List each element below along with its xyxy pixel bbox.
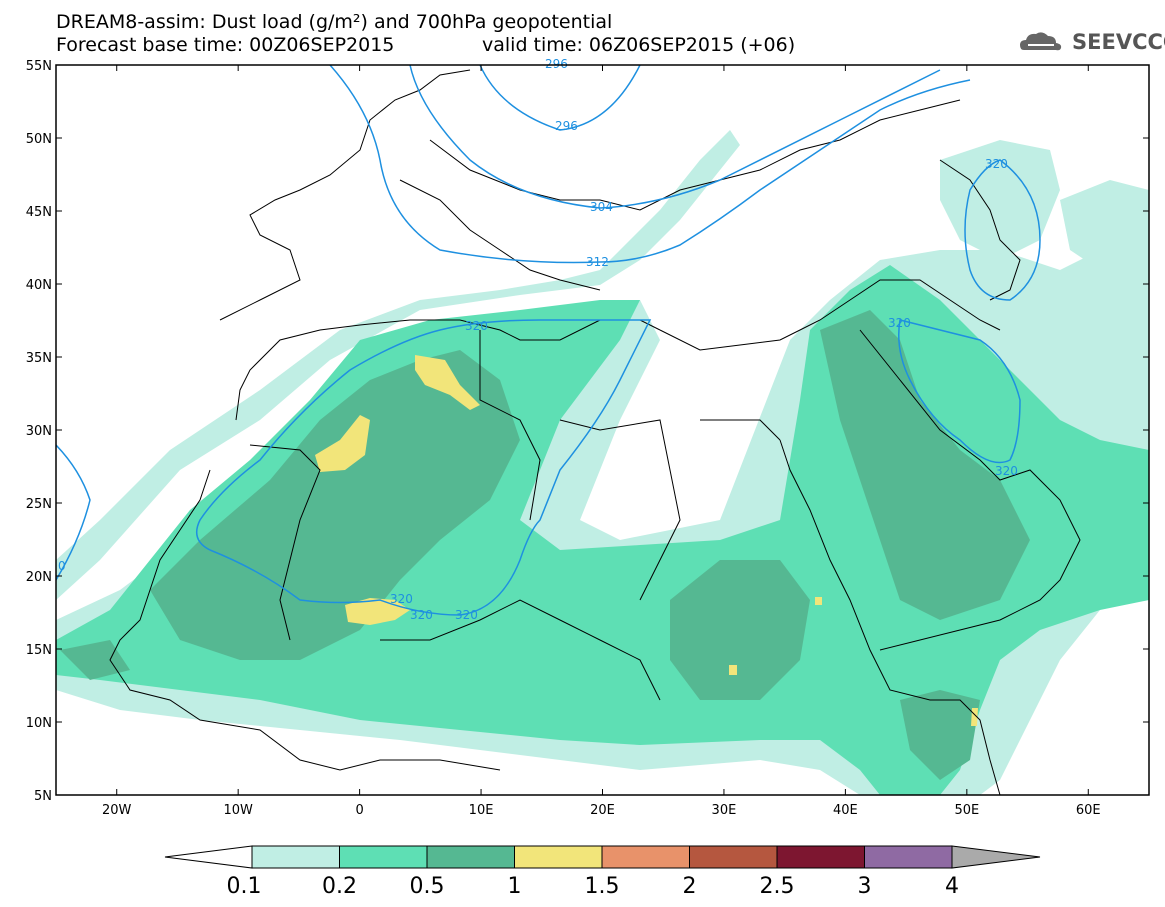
contour-label-304: 304	[590, 200, 613, 214]
lat-label: 35N	[26, 351, 52, 366]
lat-label: 10N	[26, 716, 52, 731]
colorbar: 0.1 0.2 0.5 1 1.5 2 2.5 3 4	[164, 845, 1041, 899]
colorbar-label: 3	[858, 874, 872, 899]
colorbar-under-arrow	[164, 845, 253, 869]
axis-ticks: 55N 50N 45N 40N 35N 30N 25N 20N 15N 10N 5N 20W 10W 0 1…	[26, 59, 1149, 818]
lon-label: 20W	[102, 803, 132, 818]
lat-label: 25N	[26, 497, 52, 512]
lon-label: 0	[355, 803, 363, 818]
dust-field	[56, 130, 1149, 795]
colorbar-swatch	[514, 845, 603, 869]
map-title: DREAM8-assim: Dust load (g/m²) and 700hP…	[56, 11, 613, 33]
colorbar-swatch	[339, 845, 428, 869]
lat-label: 15N	[26, 643, 52, 658]
contour-label-320-b: 320	[888, 316, 911, 330]
lon-label: 60E	[1076, 803, 1101, 818]
logo-text: SEEVCCC	[1072, 30, 1165, 54]
lon-label: 10W	[223, 803, 253, 818]
colorbar-swatch	[864, 845, 953, 869]
lat-label: 50N	[26, 132, 52, 147]
colorbar-label: 2	[683, 874, 697, 899]
contour-label-0-left: 0	[58, 559, 66, 573]
geopotential-contours	[56, 65, 1041, 616]
valid-time: valid time: 06Z06SEP2015 (+06)	[482, 34, 796, 56]
colorbar-swatch	[689, 845, 778, 869]
contour-label-320-c: 320	[985, 157, 1008, 171]
contour-label-320-e: 320	[390, 592, 413, 606]
forecast-base-time: Forecast base time: 00Z06SEP2015	[56, 34, 395, 56]
contour-label-312: 312	[586, 255, 609, 269]
lon-label: 50E	[954, 803, 979, 818]
contour-label-320-d: 320	[995, 464, 1018, 478]
colorbar-label: 1	[508, 874, 522, 899]
contour-label-320-f: 320	[410, 608, 433, 622]
colorbar-label: 0.5	[410, 874, 445, 899]
colorbar-label: 4	[945, 874, 959, 899]
contour-labels: 296 304 312 320 320 320 320 320 320 320 …	[58, 57, 1018, 622]
dust-contour-1	[415, 355, 480, 410]
lat-label: 30N	[26, 424, 52, 439]
lat-label: 40N	[26, 278, 52, 293]
lat-label: 55N	[26, 59, 52, 74]
colorbar-swatch	[601, 845, 690, 869]
colorbar-label: 0.2	[322, 874, 357, 899]
colorbar-label: 0.1	[227, 874, 262, 899]
contour-label-296-top: 296	[545, 57, 568, 71]
contour-label-320-a: 320	[465, 319, 488, 333]
lat-label: 5N	[34, 789, 52, 804]
contour-label-320-g: 320	[455, 608, 478, 622]
lon-label: 40E	[833, 803, 858, 818]
colorbar-swatch	[251, 845, 340, 869]
colorbar-swatch	[426, 845, 515, 869]
lat-label: 45N	[26, 205, 52, 220]
lon-label: 30E	[712, 803, 737, 818]
colorbar-swatch	[776, 845, 865, 869]
contour-label-296: 296	[555, 119, 578, 133]
colorbar-label: 1.5	[585, 874, 620, 899]
lat-label: 20N	[26, 570, 52, 585]
colorbar-label: 2.5	[760, 874, 795, 899]
dust-contour-0.5	[150, 350, 520, 660]
lon-label: 10E	[469, 803, 494, 818]
colorbar-over-arrow	[951, 845, 1041, 869]
lon-label: 20E	[590, 803, 615, 818]
cloud-logo-icon	[1020, 32, 1062, 51]
